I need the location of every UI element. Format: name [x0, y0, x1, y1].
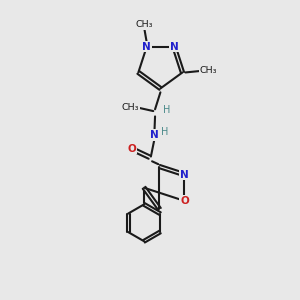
Text: H: H — [161, 127, 169, 136]
Text: CH₃: CH₃ — [136, 20, 153, 29]
Text: CH₃: CH₃ — [121, 103, 139, 112]
Text: O: O — [128, 143, 136, 154]
Text: N: N — [142, 41, 151, 52]
Text: CH₃: CH₃ — [199, 67, 217, 76]
Text: N: N — [170, 41, 178, 52]
Text: H: H — [163, 105, 170, 115]
Text: O: O — [180, 196, 189, 206]
Text: N: N — [180, 169, 189, 180]
Text: N: N — [150, 130, 159, 140]
